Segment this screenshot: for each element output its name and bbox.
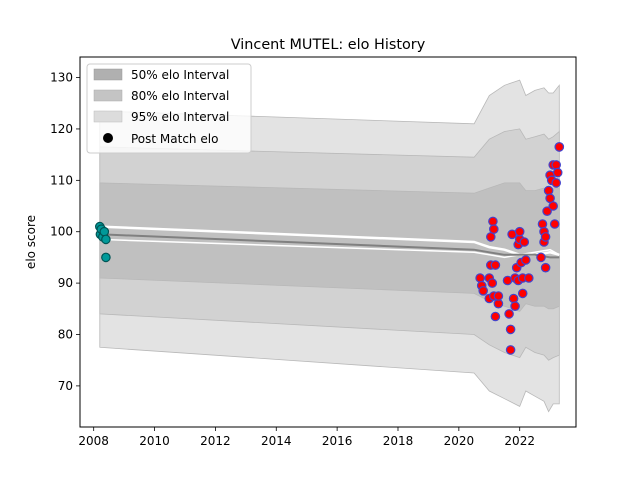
legend-label-80: 80% elo Interval (131, 89, 229, 103)
y-tick-label-4: 110 (50, 173, 73, 187)
y-axis-ticks: 70 80 90 100 110 120 130 (50, 71, 80, 393)
point-1-12 (490, 260, 501, 270)
point-1-17 (505, 345, 516, 355)
legend-label-50: 50% elo Interval (131, 68, 229, 82)
x-tick-label-2: 2012 (200, 434, 231, 448)
trend-lines (99, 225, 560, 259)
point-1-2 (478, 285, 488, 296)
plot-frame (79, 56, 577, 428)
point-1-27 (514, 226, 525, 237)
point-1-22 (510, 301, 520, 311)
point-1-38 (540, 262, 551, 273)
point-1-14 (493, 291, 504, 301)
point-1-16 (504, 309, 514, 319)
y-tick-label-2: 90 (58, 276, 73, 290)
trend-line-1 (99, 238, 560, 259)
legend-box (86, 63, 252, 154)
point-1-18 (505, 324, 516, 335)
point-1-46 (548, 201, 558, 211)
x-tick-label-1: 2010 (139, 434, 170, 448)
y-tick-label-0: 70 (58, 379, 73, 393)
trend-line-0 (99, 225, 560, 257)
point-2-1 (552, 167, 563, 178)
point-1-8 (488, 216, 498, 227)
point-0-5 (101, 234, 111, 245)
point-0-4 (99, 226, 110, 237)
legend-swatch-50 (93, 68, 123, 81)
y-tick-label-3: 100 (50, 225, 73, 239)
point-2-0 (551, 160, 561, 170)
x-tick-label-6: 2020 (444, 434, 475, 448)
chart-title: Vincent MUTEL: elo History (231, 37, 426, 53)
point-1-34 (536, 252, 546, 263)
point-1-11 (490, 311, 501, 322)
post-match-points (95, 142, 565, 355)
point-1-40 (542, 206, 552, 216)
point-1-29 (517, 288, 528, 299)
x-axis-ticks: 2008 2010 2012 2014 2016 2018 2020 2022 (78, 427, 535, 448)
point-1-32 (520, 255, 531, 265)
legend-swatch-80 (93, 89, 123, 102)
y-tick-label-6: 130 (50, 71, 73, 85)
point-1-31 (519, 237, 530, 247)
point-1-39 (540, 232, 551, 242)
x-tick-label-4: 2016 (322, 434, 353, 448)
legend-swatch-95 (93, 110, 123, 123)
point-1-48 (551, 178, 561, 188)
trend-line-2 (99, 233, 560, 259)
x-tick-label-5: 2018 (383, 434, 414, 448)
point-1-47 (549, 219, 560, 229)
point-1-0 (475, 273, 485, 283)
point-0-6 (101, 252, 111, 263)
point-1-33 (523, 273, 534, 283)
x-tick-label-0: 2008 (78, 434, 109, 448)
point-1-7 (487, 278, 498, 288)
point-1-41 (543, 185, 554, 196)
point-1-20 (508, 293, 519, 304)
y-tick-label-1: 80 (58, 328, 73, 342)
y-axis-title: elo score (24, 215, 38, 269)
x-tick-label-7: 2022 (504, 434, 535, 448)
legend-label-95: 95% elo Interval (131, 110, 229, 124)
legend-label-post-match: Post Match elo (131, 132, 218, 146)
legend: 50% elo Interval 80% elo Interval 95% el… (86, 63, 252, 154)
point-2-3 (554, 142, 565, 152)
point-1-35 (537, 219, 548, 229)
legend-marker-post-match (103, 133, 113, 143)
y-tick-label-5: 120 (50, 122, 73, 136)
x-tick-label-3: 2014 (261, 434, 292, 448)
point-1-9 (488, 224, 499, 234)
